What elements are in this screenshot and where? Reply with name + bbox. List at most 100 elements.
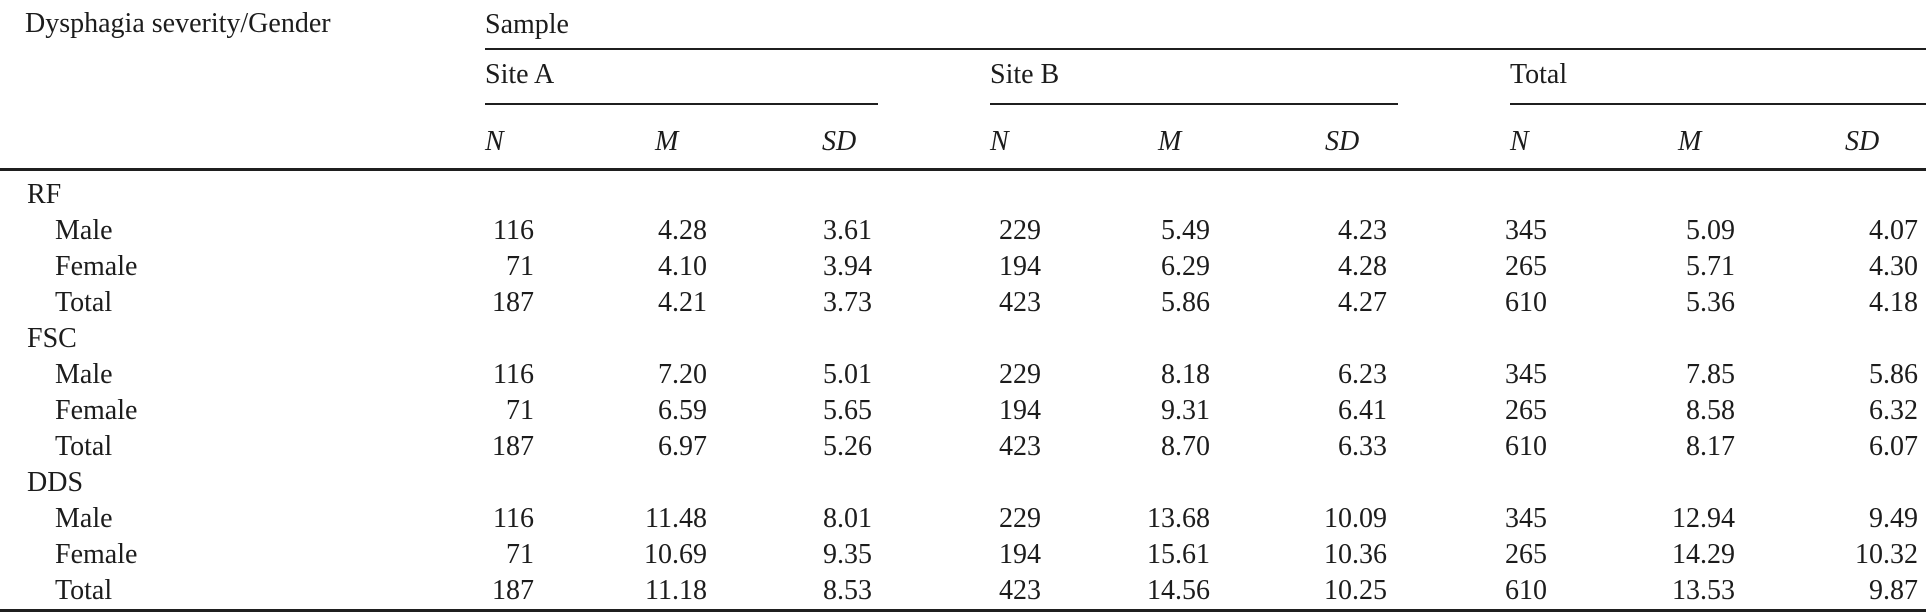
data-cell: 4.28 <box>658 215 707 246</box>
data-cell: 6.41 <box>1338 395 1387 426</box>
data-cell: 6.32 <box>1869 395 1918 426</box>
data-cell: 8.01 <box>823 503 872 534</box>
data-cell: 4.21 <box>658 287 707 318</box>
subheader-site-a-sd: SD <box>807 105 975 171</box>
data-cell: 5.49 <box>1161 215 1210 246</box>
data-cell: 4.18 <box>1869 287 1918 318</box>
total-underline: Total <box>1510 59 1926 105</box>
data-cell: 4.07 <box>1869 215 1918 246</box>
site-a-underline: Site A <box>485 59 878 105</box>
data-cell: 5.26 <box>823 431 872 462</box>
data-cell: 5.71 <box>1686 251 1735 282</box>
row-label: Male <box>55 215 113 246</box>
data-cell: 610 <box>1505 575 1547 606</box>
subheader-site-b-sd: SD <box>1310 105 1495 171</box>
data-cell: 4.30 <box>1869 251 1918 282</box>
corner-header: Dysphagia severity/Gender <box>0 0 470 171</box>
row-dds-female: Female 71 10.69 9.35 194 15.61 10.36 265… <box>0 537 1926 573</box>
data-cell: 10.32 <box>1855 539 1918 570</box>
data-cell: 116 <box>493 503 534 534</box>
row-rf-total: Total 187 4.21 3.73 423 5.86 4.27 610 5.… <box>0 285 1926 321</box>
data-cell: 9.35 <box>823 539 872 570</box>
row-label: Total <box>55 575 113 606</box>
data-cell: 423 <box>999 431 1041 462</box>
data-cell: 229 <box>999 359 1041 390</box>
subheader-total-sd: SD <box>1830 105 1926 171</box>
data-cell: 9.31 <box>1161 395 1210 426</box>
total-label: Total <box>1510 59 1568 90</box>
row-rf-male: Male 116 4.28 3.61 229 5.49 4.23 345 5.0… <box>0 213 1926 249</box>
data-cell: 13.68 <box>1147 503 1210 534</box>
data-cell: 265 <box>1505 395 1547 426</box>
table-body: RF Male 116 4.28 3.61 229 5.49 4.23 345 … <box>0 170 1926 611</box>
data-cell: 14.29 <box>1672 539 1735 570</box>
row-fsc-male: Male 116 7.20 5.01 229 8.18 6.23 345 7.8… <box>0 357 1926 393</box>
row-fsc-total: Total 187 6.97 5.26 423 8.70 6.33 610 8.… <box>0 429 1926 465</box>
data-cell: 7.85 <box>1686 359 1735 390</box>
data-cell: 8.70 <box>1161 431 1210 462</box>
row-label: Female <box>55 395 138 426</box>
data-cell: 5.65 <box>823 395 872 426</box>
row-label: Total <box>55 431 113 462</box>
subheader-site-b-n: N <box>975 105 1143 171</box>
data-cell: 265 <box>1505 539 1547 570</box>
data-cell: 10.36 <box>1324 539 1387 570</box>
row-label: Male <box>55 503 113 534</box>
data-cell: 10.09 <box>1324 503 1387 534</box>
data-cell: 345 <box>1505 503 1547 534</box>
data-cell: 8.18 <box>1161 359 1210 390</box>
group-header-site-a: Site A <box>470 50 975 105</box>
data-cell: 3.94 <box>823 251 872 282</box>
subheader-total-n: N <box>1495 105 1663 171</box>
data-cell: 4.10 <box>658 251 707 282</box>
data-cell: 71 <box>506 251 534 282</box>
data-cell: 116 <box>493 215 534 246</box>
subheader-site-b-m: M <box>1143 105 1310 171</box>
data-cell: 5.36 <box>1686 287 1735 318</box>
data-cell: 13.53 <box>1672 575 1735 606</box>
table-header: Dysphagia severity/Gender Sample Site A … <box>0 0 1926 171</box>
data-cell: 116 <box>493 359 534 390</box>
data-cell: 3.61 <box>823 215 872 246</box>
data-cell: 71 <box>506 395 534 426</box>
data-cell: 187 <box>492 431 534 462</box>
data-cell: 610 <box>1505 287 1547 318</box>
data-cell: 6.29 <box>1161 251 1210 282</box>
data-cell: 345 <box>1505 359 1547 390</box>
data-cell: 3.73 <box>823 287 872 318</box>
data-cell: 5.86 <box>1869 359 1918 390</box>
data-cell: 5.01 <box>823 359 872 390</box>
data-cell: 345 <box>1505 215 1547 246</box>
data-cell: 6.07 <box>1869 431 1918 462</box>
row-fsc-female: Female 71 6.59 5.65 194 9.31 6.41 265 8.… <box>0 393 1926 429</box>
section-row-dds: DDS <box>0 465 1926 501</box>
sample-underline: Sample <box>485 9 1926 50</box>
data-cell: 15.61 <box>1147 539 1210 570</box>
data-cell: 14.56 <box>1147 575 1210 606</box>
data-cell: 610 <box>1505 431 1547 462</box>
data-cell: 12.94 <box>1672 503 1735 534</box>
site-b-underline: Site B <box>990 59 1398 105</box>
data-cell: 6.97 <box>658 431 707 462</box>
data-cell: 6.33 <box>1338 431 1387 462</box>
data-cell: 9.49 <box>1869 503 1918 534</box>
data-cell: 4.23 <box>1338 215 1387 246</box>
data-cell: 229 <box>999 503 1041 534</box>
row-label: Female <box>55 539 138 570</box>
data-cell: 10.69 <box>644 539 707 570</box>
data-cell: 194 <box>999 539 1041 570</box>
row-label: Male <box>55 359 113 390</box>
data-cell: 194 <box>999 251 1041 282</box>
group-header-total: Total <box>1495 50 1926 105</box>
data-cell: 5.09 <box>1686 215 1735 246</box>
data-cell: 8.17 <box>1686 431 1735 462</box>
subheader-site-a-m: M <box>640 105 807 171</box>
data-cell: 423 <box>999 575 1041 606</box>
section-label: DDS <box>27 467 84 498</box>
row-dds-male: Male 116 11.48 8.01 229 13.68 10.09 345 … <box>0 501 1926 537</box>
subheader-total-m: M <box>1663 105 1830 171</box>
data-cell: 71 <box>506 539 534 570</box>
row-dds-total: Total 187 11.18 8.53 423 14.56 10.25 610… <box>0 573 1926 611</box>
data-cell: 9.87 <box>1869 575 1918 606</box>
